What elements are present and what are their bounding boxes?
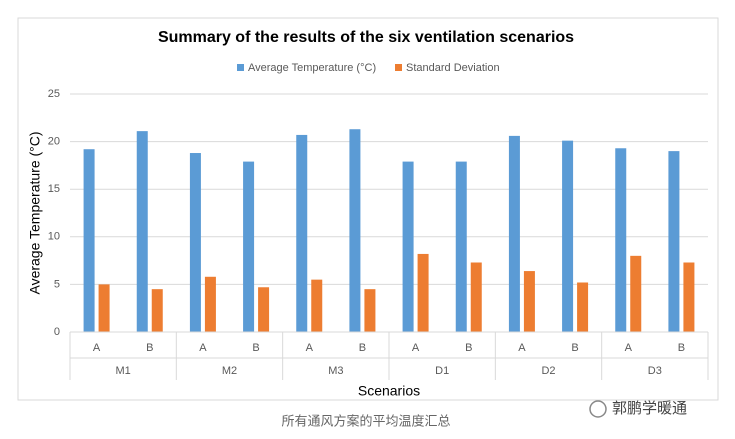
x-tick-label: A (306, 342, 314, 354)
bar (562, 140, 574, 332)
bar (683, 262, 695, 332)
bar (417, 253, 429, 332)
group-label: D2 (541, 365, 555, 377)
x-tick-label: B (571, 342, 578, 354)
bar (98, 284, 110, 332)
bar (296, 134, 308, 332)
y-tick-label: 25 (48, 88, 60, 100)
x-tick-label: A (518, 342, 526, 354)
group-label: M3 (328, 365, 343, 377)
y-tick-label: 20 (48, 136, 60, 148)
bar (243, 161, 255, 332)
bar (189, 153, 201, 332)
legend-swatch (395, 64, 402, 71)
x-tick-label: B (359, 342, 366, 354)
legend-swatch (237, 64, 244, 71)
bar (402, 161, 414, 332)
bar (615, 148, 627, 332)
y-tick-label: 15 (48, 183, 60, 195)
bar (577, 282, 589, 332)
x-tick-label: B (678, 342, 685, 354)
bar (523, 271, 535, 332)
bar (668, 151, 680, 332)
group-label: M1 (116, 365, 131, 377)
y-axis-title: Average Temperature (°C) (27, 131, 43, 294)
x-tick-label: B (146, 342, 153, 354)
bar (83, 149, 95, 332)
bar (630, 255, 642, 332)
bar (151, 289, 163, 332)
group-label: D3 (648, 365, 662, 377)
chart-title: Summary of the results of the six ventil… (158, 29, 574, 46)
y-tick-label: 10 (48, 231, 60, 243)
y-tick-label: 5 (54, 278, 60, 290)
x-axis-title: Scenarios (358, 383, 420, 399)
x-tick-label: A (625, 342, 633, 354)
bar (136, 131, 148, 332)
x-tick-label: A (412, 342, 420, 354)
chart-frame (17, 17, 719, 401)
x-tick-label: B (465, 342, 472, 354)
bar (204, 276, 216, 332)
watermark-icon (589, 400, 607, 418)
legend-label: Average Temperature (°C) (248, 62, 376, 74)
bar (311, 279, 323, 332)
bar (455, 161, 467, 332)
x-tick-label: A (199, 342, 207, 354)
group-label: M2 (222, 365, 237, 377)
bar (349, 129, 361, 332)
bar (258, 287, 270, 332)
group-label: D1 (435, 365, 449, 377)
caption: 所有通风方案的平均温度汇总 (281, 413, 450, 428)
x-tick-label: A (93, 342, 101, 354)
bar (364, 289, 376, 332)
watermark: 郭鹏学暖通 (612, 400, 687, 417)
bar (508, 135, 520, 332)
x-tick-label: B (252, 342, 259, 354)
bar (470, 262, 482, 332)
y-tick-label: 0 (54, 326, 60, 338)
legend-label: Standard Deviation (406, 62, 500, 74)
